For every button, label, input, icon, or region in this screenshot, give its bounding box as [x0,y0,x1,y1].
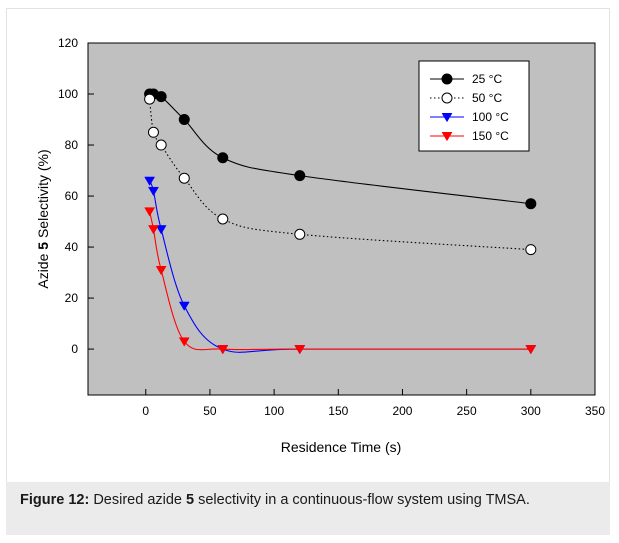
data-point [178,301,190,311]
caption-label: Figure 12: [20,492,90,508]
data-point [144,207,156,217]
data-point [525,244,537,256]
data-point [217,152,229,164]
legend-marker [441,92,453,104]
legend-label: 100 °C [472,110,509,124]
figure-caption: Figure 12: Desired azide 5 selectivity i… [6,482,610,535]
data-point [525,345,537,355]
selectivity-chart: 0 20 40 60 80 100 120 0 50 100 150 200 250 300 350 25… [35,36,605,455]
x-tick-label: 50 [203,404,217,418]
caption-text-before: Desired azide [89,492,187,508]
data-point [178,337,190,347]
x-tick-label: 100 [264,404,284,418]
x-tick-label: 300 [521,404,541,418]
data-point [155,225,167,235]
data-point [294,170,306,182]
legend-marker [441,132,453,142]
y-tick-label: 100 [58,87,78,101]
x-axis-label: Residence Time (s) [281,439,402,455]
data-point [178,114,190,126]
x-tick-label: 0 [142,404,149,418]
x-tick-label: 200 [392,404,412,418]
data-point [147,126,159,138]
legend-label: 25 °C [472,72,502,86]
data-point [217,213,229,225]
series-line-1 [149,99,531,251]
legend-label: 50 °C [472,91,502,105]
data-point [178,172,190,184]
y-tick-label: 20 [65,291,79,305]
data-point [144,176,156,186]
x-tick-label: 350 [585,404,605,418]
data-point [294,345,306,355]
data-point [217,345,229,355]
data-point [155,139,167,151]
data-point [294,228,306,240]
data-point [155,91,167,103]
y-tick-label: 40 [65,240,79,254]
data-point [148,225,159,235]
x-tick-label: 250 [457,404,477,418]
legend-marker [441,113,453,123]
y-tick-label: 80 [65,138,79,152]
caption-text-after: selectivity in a continuous-flow system … [194,492,530,508]
legend-marker [441,73,453,85]
legend-label: 150 °C [472,129,509,143]
data-point [148,186,159,197]
caption-bold-number: 5 [186,492,195,508]
y-tick-label: 60 [65,189,79,203]
y-tick-label: 120 [58,36,78,50]
x-tick-label: 150 [328,404,348,418]
y-axis-label: Azide 5 Selectivity (%) [35,149,51,288]
y-tick-label: 0 [71,342,78,356]
data-point [155,266,167,276]
data-point [144,93,156,105]
data-point [525,198,537,210]
